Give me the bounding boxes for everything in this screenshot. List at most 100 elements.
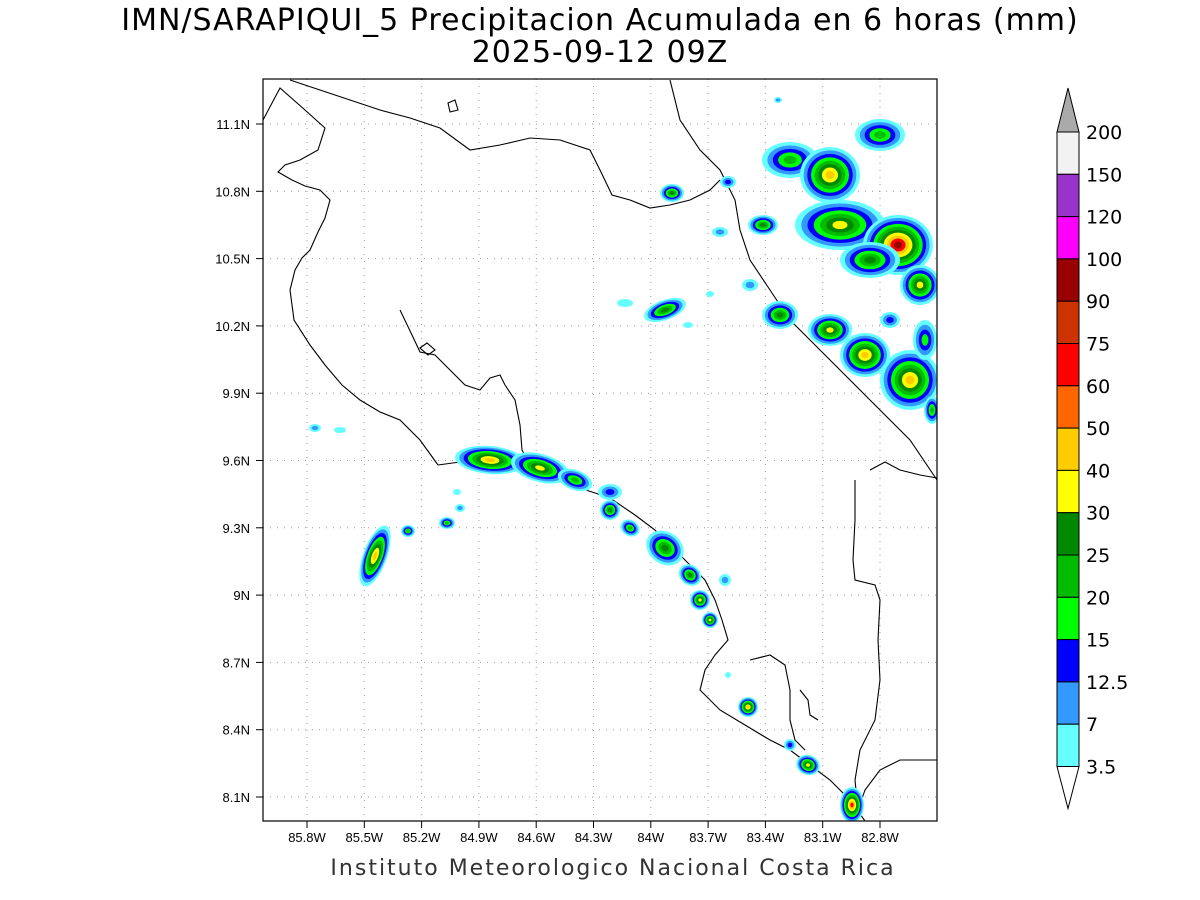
lon-tick-label: 84.3W: [575, 830, 613, 845]
lon-tick-label: 85.8W: [288, 830, 326, 845]
lon-tick-label: 83.4W: [747, 830, 785, 845]
nicoya-island: [419, 342, 436, 356]
colorbar-swatch: [1056, 385, 1080, 429]
lat-tick-label: 8.1N: [223, 790, 250, 805]
colorbar-swatch: [1056, 427, 1080, 471]
colorbar-label: 75: [1086, 334, 1110, 356]
colorbar-swatch: [1056, 554, 1080, 598]
colorbar-label: 90: [1086, 291, 1110, 313]
precip-cell: [880, 312, 900, 328]
colorbar-label: 12.5: [1086, 672, 1128, 694]
precip-cell: [702, 612, 718, 628]
colorbar-swatch: [1056, 512, 1080, 556]
precip-cell: [455, 445, 525, 475]
precip-cell: [855, 119, 905, 151]
lat-tick-label: 10.2N: [215, 319, 250, 334]
burica-coast: [857, 759, 937, 811]
precip-cell: [719, 574, 731, 586]
precip-cell: [738, 697, 758, 717]
colorbar-swatch: [1056, 469, 1080, 514]
colorbar-swatch: [1056, 216, 1080, 260]
colorbar-label: 3.5: [1086, 757, 1116, 779]
precip-cell: [455, 504, 465, 512]
precip-cell: [840, 787, 864, 821]
precip-cell: [808, 314, 852, 346]
lat-tick-label: 9N: [233, 588, 250, 603]
precip-cell: [600, 500, 620, 520]
colorbar-swatch: [1056, 723, 1080, 768]
precip-cell: [784, 739, 796, 751]
lon-tick-label: 85.2W: [403, 830, 441, 845]
precip-cell: [795, 200, 885, 250]
precip-cell: [439, 517, 455, 529]
colorbar-label: 30: [1086, 503, 1110, 525]
lake-island: [447, 99, 459, 113]
precip-cell: [660, 184, 684, 202]
lon-tick-label: 85.5W: [346, 830, 384, 845]
lon-tick-label: 82.8W: [861, 830, 899, 845]
precipitation-field: [309, 97, 937, 821]
precip-cell: [620, 519, 640, 537]
map-frame: [262, 78, 938, 822]
precip-cell: [725, 672, 731, 678]
lat-tick-label: 9.6N: [223, 454, 250, 469]
precip-cell: [913, 320, 937, 360]
axis-ticks: 85.8W 85.5W 85.2W 84.9W 84.6W 84.3W 84W 83.7W 83…: [215, 117, 899, 845]
precip-cell: [706, 291, 714, 297]
colorbar-label: 15: [1086, 630, 1110, 652]
lon-tick-label: 83.1W: [804, 830, 842, 845]
lon-tick-label: 84.9W: [460, 830, 498, 845]
panama-border: [852, 480, 881, 811]
lat-tick-label: 8.7N: [223, 655, 250, 670]
colorbar-label: 100: [1086, 249, 1122, 271]
footer-credit: Instituto Meteorologico Nacional Costa R…: [330, 856, 896, 881]
colorbar-label: 40: [1086, 460, 1110, 482]
lat-tick-label: 11.1N: [216, 117, 250, 132]
precip-cell: [334, 427, 346, 433]
colorbar-bottom-arrow: [1056, 766, 1080, 811]
precip-cell: [617, 299, 633, 307]
precip-cell: [742, 279, 758, 291]
colorbar-label: 20: [1086, 587, 1110, 609]
colorbar-swatch: [1056, 596, 1080, 641]
precip-cell: [557, 468, 593, 492]
precip-cell: [712, 227, 728, 237]
colorbar-label: 7: [1086, 714, 1098, 736]
lon-tick-label: 84W: [637, 830, 664, 845]
precip-cell: [598, 484, 622, 500]
precip-cell: [880, 350, 937, 410]
colorbar-label: 25: [1086, 545, 1110, 567]
precip-cell: [762, 301, 798, 329]
precip-cell: [309, 424, 321, 432]
precip-cell: [646, 530, 684, 566]
osa-peninsula: [749, 654, 806, 751]
precip-cell: [840, 242, 900, 278]
lat-tick-label: 8.4N: [223, 723, 250, 738]
precip-cell: [678, 564, 702, 586]
precip-cell: [453, 489, 461, 495]
colorbar-top-arrow: [1056, 87, 1080, 133]
colorbar-label: 60: [1086, 376, 1110, 398]
precip-cell: [840, 333, 890, 377]
precip-cell: [510, 452, 570, 484]
map-subtitle-datetime: 2025-09-12 09Z: [471, 35, 729, 70]
colorbar-legend: 200 150 120 100 90 75 60 50 40 30 25 20 15 12.5 7 3.5: [1056, 87, 1128, 811]
map-grid: [263, 79, 937, 821]
nicoya-peninsula: [399, 309, 531, 466]
lat-tick-label: 9.3N: [223, 521, 250, 536]
colorbar-swatch: [1056, 300, 1080, 345]
colorbar-swatch: [1056, 258, 1080, 302]
lat-tick-label: 10.5N: [215, 252, 250, 267]
precip-cell: [748, 215, 778, 235]
colorbar-swatch: [1056, 681, 1080, 725]
panama-coast-east: [869, 461, 937, 479]
map-title: IMN/SARAPIQUI_5 Precipitacion Acumulada …: [121, 3, 1079, 38]
precip-cell: [401, 525, 415, 537]
colorbar-label: 120: [1086, 207, 1122, 229]
colorbar-label: 50: [1086, 418, 1110, 440]
colorbar-swatch: [1056, 131, 1080, 175]
precip-cell: [720, 176, 736, 188]
precip-cell: [774, 97, 782, 103]
precip-cell: [683, 322, 693, 328]
